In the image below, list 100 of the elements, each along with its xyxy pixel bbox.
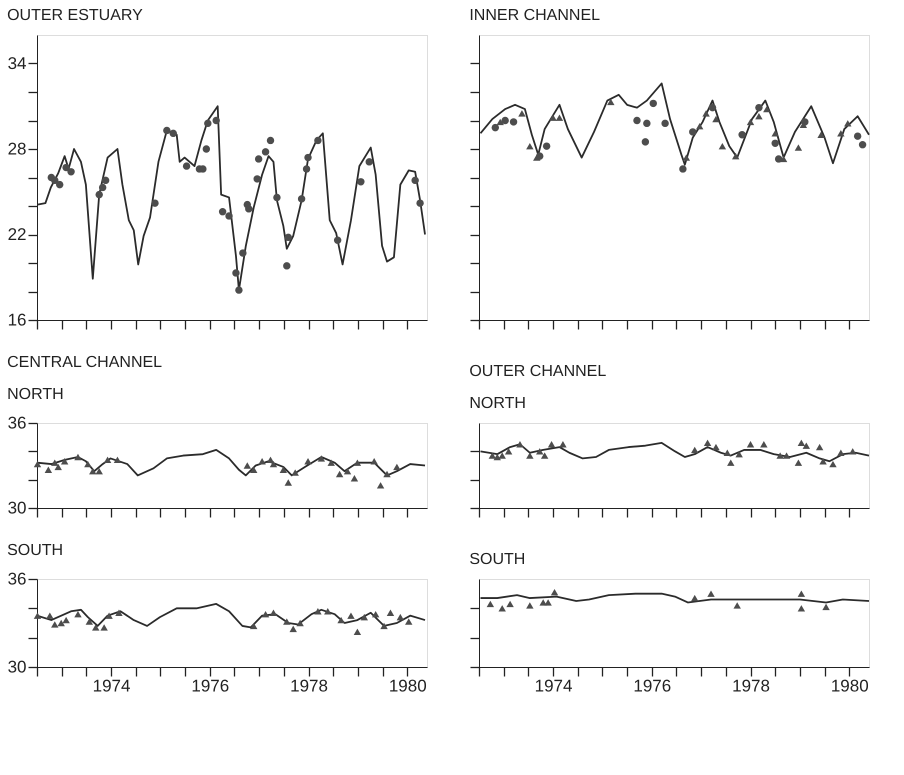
point xyxy=(104,456,112,464)
point xyxy=(816,444,824,450)
point xyxy=(62,616,70,624)
point xyxy=(760,441,768,448)
y-tick-label: 36 xyxy=(8,570,26,588)
point xyxy=(643,120,651,128)
point xyxy=(98,184,106,192)
point xyxy=(314,608,322,614)
point xyxy=(212,116,220,124)
point xyxy=(304,154,312,162)
point xyxy=(798,605,806,612)
x-tick-label: 1978 xyxy=(290,676,328,696)
point xyxy=(86,618,94,625)
point xyxy=(536,448,544,455)
point xyxy=(559,441,567,448)
y-tick-label: 16 xyxy=(8,310,26,330)
point xyxy=(802,442,810,449)
point xyxy=(115,610,123,616)
point xyxy=(232,269,240,277)
chart-title: OUTER CHANNEL xyxy=(469,363,606,380)
point xyxy=(324,608,332,614)
point xyxy=(291,469,299,476)
point xyxy=(283,618,291,625)
point xyxy=(235,286,243,294)
point xyxy=(386,610,394,616)
point xyxy=(151,199,159,207)
point xyxy=(798,590,806,597)
point xyxy=(533,154,540,161)
point xyxy=(771,130,779,137)
point xyxy=(314,136,322,144)
point xyxy=(51,459,58,466)
point xyxy=(763,106,771,112)
point xyxy=(54,464,62,470)
point xyxy=(182,162,190,170)
point xyxy=(526,602,534,609)
y-tick-label: 28 xyxy=(8,140,26,158)
point xyxy=(354,459,362,466)
point xyxy=(296,620,304,626)
point xyxy=(738,131,746,138)
point xyxy=(708,104,716,112)
point xyxy=(163,126,171,134)
point xyxy=(34,460,42,468)
point xyxy=(550,588,558,596)
point xyxy=(347,612,355,619)
point xyxy=(95,468,103,474)
point xyxy=(817,132,825,138)
point xyxy=(849,448,856,455)
point xyxy=(707,590,715,597)
point xyxy=(262,148,270,156)
point xyxy=(245,205,252,213)
point xyxy=(273,194,281,202)
point xyxy=(819,458,827,464)
point xyxy=(56,180,64,188)
point xyxy=(837,130,845,137)
x-tick-label: 1978 xyxy=(732,676,770,696)
point xyxy=(34,612,42,619)
point xyxy=(854,132,862,140)
point xyxy=(498,452,506,459)
point xyxy=(540,452,548,459)
point xyxy=(280,466,288,473)
point xyxy=(328,459,335,466)
point xyxy=(746,441,754,448)
point xyxy=(718,142,726,150)
point xyxy=(51,621,58,628)
point xyxy=(837,450,845,456)
x-tick-label: 1980 xyxy=(830,676,869,696)
point xyxy=(57,620,65,626)
point xyxy=(376,482,384,489)
point xyxy=(526,452,534,459)
point xyxy=(290,626,297,632)
x-tick-label: 1974 xyxy=(92,676,130,696)
point xyxy=(548,441,556,448)
point xyxy=(283,262,291,270)
point xyxy=(74,610,82,618)
point xyxy=(549,114,557,121)
point xyxy=(755,113,763,120)
point xyxy=(506,600,514,608)
point xyxy=(360,614,368,620)
point xyxy=(218,208,226,216)
point xyxy=(254,155,262,163)
point xyxy=(556,114,564,121)
point xyxy=(393,464,401,470)
point xyxy=(225,212,233,220)
point xyxy=(822,604,830,610)
point xyxy=(67,168,75,176)
chart-title: SOUTH xyxy=(7,542,64,559)
point xyxy=(244,462,252,469)
chart-subtitle: NORTH xyxy=(469,395,526,412)
x-tick-label: 1980 xyxy=(388,676,427,696)
point xyxy=(416,199,424,207)
point xyxy=(405,618,412,625)
x-tick-label: 1976 xyxy=(633,676,672,696)
chart-subtitle: NORTH xyxy=(7,386,64,403)
y-tick-label: 36 xyxy=(8,414,26,432)
point xyxy=(798,440,806,446)
point xyxy=(284,479,292,486)
point xyxy=(633,116,641,124)
point xyxy=(642,138,650,146)
point xyxy=(858,141,866,148)
point xyxy=(844,120,852,127)
